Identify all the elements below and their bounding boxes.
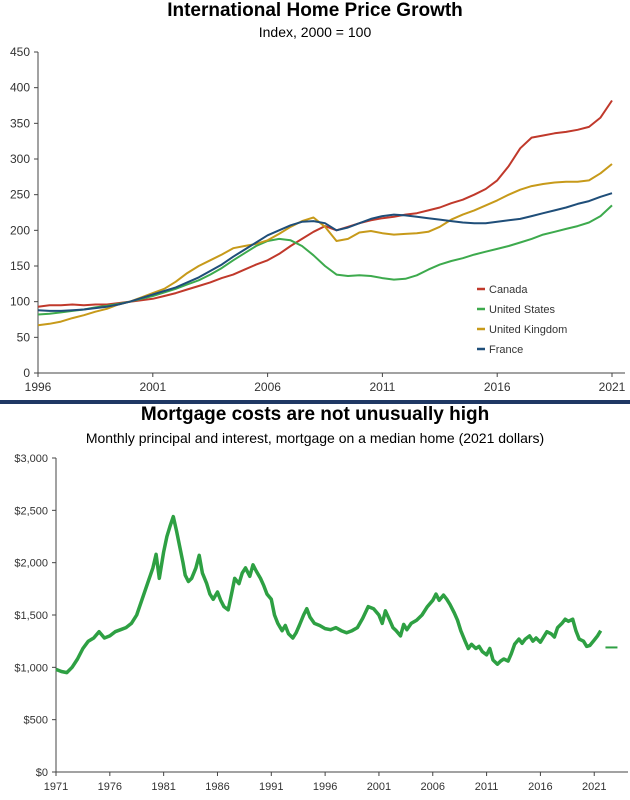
y-tick-label: $0 [36, 767, 48, 779]
panel-divider [0, 400, 630, 404]
x-tick-label: 2011 [475, 781, 499, 793]
series-line-france [37, 192, 613, 312]
x-tick-label: 2021 [582, 781, 606, 793]
x-tick-label: 2016 [528, 781, 552, 793]
y-tick-label: 150 [10, 259, 30, 273]
chart-subtitle: Index, 2000 = 100 [258, 24, 372, 40]
home-price-chart: 0 50 100 150 200 250 300 350 400 450 1996 2001 2006 2… [10, 45, 626, 394]
legend-label-united-kingdom: United Kingdom [489, 324, 567, 336]
series-line-united-kingdom [37, 163, 613, 327]
y-tick-label: $1,500 [14, 610, 48, 622]
legend-label-france: France [489, 344, 523, 356]
series-line-canada [37, 99, 613, 308]
series-line-mortgage [55, 514, 603, 675]
x-tick-label: 1986 [205, 781, 229, 793]
y-tick-label: 100 [10, 295, 30, 309]
mortgage-chart: $0 $500 $1,000 $1,500 $2,000 $2,500 $3,000 1971… [14, 453, 628, 793]
y-tick-label: 450 [10, 45, 30, 59]
y-tick-label: $1,000 [14, 662, 48, 674]
x-tick-label: 1971 [44, 781, 68, 793]
y-tick-label: 400 [10, 81, 30, 95]
y-tick-label: $2,000 [14, 558, 48, 570]
y-tick-label: 300 [10, 152, 30, 166]
x-tick-label: 1996 [313, 781, 337, 793]
x-tick-label: 2006 [254, 380, 281, 394]
x-tick-label: 1981 [151, 781, 175, 793]
legend-label-united-states: United States [489, 304, 556, 316]
x-tick-label: 2021 [599, 380, 626, 394]
y-tick-label: 350 [10, 116, 30, 130]
x-tick-label: 1976 [98, 781, 122, 793]
mortgage-panel: Mortgage costs are not unusually high Mo… [0, 404, 630, 800]
home-price-panel: International Home Price Growth Index, 2… [10, 0, 626, 394]
y-tick-label: 50 [17, 330, 31, 344]
x-tick-label: 2001 [367, 781, 391, 793]
y-tick-label: 0 [23, 366, 30, 380]
x-tick-label: 1996 [25, 380, 52, 394]
y-tick-label: 250 [10, 188, 30, 202]
chart-subtitle: Monthly principal and interest, mortgage… [85, 430, 545, 446]
x-tick-label: 2001 [139, 380, 166, 394]
chart-title: Mortgage costs are not unusually high [140, 404, 490, 425]
chart-title: International Home Price Growth [167, 0, 463, 21]
y-tick-label: 200 [10, 223, 30, 237]
y-tick-label: $500 [24, 715, 48, 727]
series-line-united-states [37, 204, 613, 316]
legend-label-canada: Canada [489, 284, 528, 296]
y-tick-label: $2,500 [14, 505, 48, 517]
x-tick-label: 1991 [259, 781, 283, 793]
y-tick-label: $3,000 [14, 453, 48, 465]
x-tick-label: 2006 [421, 781, 445, 793]
x-tick-label: 2016 [484, 380, 511, 394]
x-tick-label: 2011 [369, 380, 395, 394]
